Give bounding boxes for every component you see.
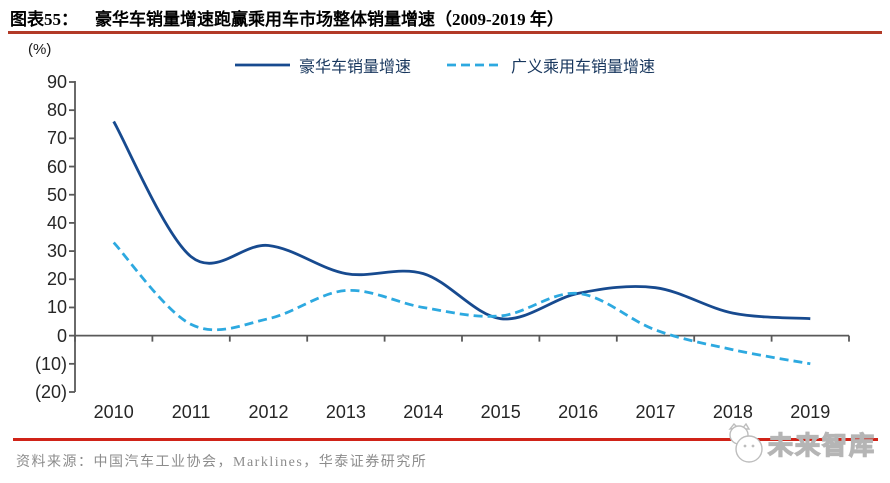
y-tick-label: 50 bbox=[46, 184, 67, 205]
legend-swatch-dashed-line bbox=[447, 63, 502, 67]
brand-logo: 未来智库 bbox=[722, 423, 876, 465]
x-tick-label: 2018 bbox=[712, 402, 753, 422]
x-tick-label: 2013 bbox=[325, 402, 366, 422]
x-tick-label: 2010 bbox=[93, 402, 134, 422]
y-tick-label: 80 bbox=[46, 100, 67, 121]
y-tick-label: 20 bbox=[46, 269, 67, 290]
y-tick-label: 40 bbox=[46, 212, 67, 233]
x-tick-label: 2015 bbox=[480, 402, 521, 422]
y-tick-label: 90 bbox=[46, 72, 67, 92]
x-tick-label: 2019 bbox=[790, 402, 831, 422]
mascot-cat-icon bbox=[728, 423, 763, 463]
figure-title: 豪华车销量增速跑赢乘用车市场整体销量增速（2009-2019 年） bbox=[95, 10, 564, 29]
series-line-passenger bbox=[112, 241, 811, 366]
x-tick-label: 2016 bbox=[558, 402, 599, 422]
y-tick-label: 60 bbox=[46, 156, 67, 177]
y-axis-unit-label: (%) bbox=[28, 41, 52, 58]
legend-item-passenger: 广义乘用车销量增速 bbox=[447, 53, 655, 77]
x-tick-label: 2012 bbox=[248, 402, 289, 422]
y-tick-label: 0 bbox=[56, 325, 67, 346]
series-line-luxury bbox=[112, 120, 811, 321]
y-tick-label: (20) bbox=[34, 382, 67, 402]
title-divider bbox=[8, 31, 882, 34]
x-tick-label: 2017 bbox=[635, 402, 676, 422]
x-tick-label: 2011 bbox=[171, 402, 211, 422]
chart-legend: 豪华车销量增速 广义乘用车销量增速 bbox=[0, 53, 890, 77]
footer-divider bbox=[13, 438, 878, 441]
legend-swatch-solid-line bbox=[234, 63, 290, 67]
legend-label: 豪华车销量增速 bbox=[298, 59, 411, 76]
y-tick-label: (10) bbox=[34, 353, 67, 374]
legend-item-luxury: 豪华车销量增速 bbox=[234, 53, 411, 77]
y-tick-label: 70 bbox=[46, 128, 67, 149]
brand-logo-text: 未来智库 bbox=[767, 431, 876, 460]
y-tick-label: 30 bbox=[46, 241, 67, 262]
x-tick-label: 2014 bbox=[403, 402, 444, 422]
legend-label: 广义乘用车销量增速 bbox=[511, 59, 656, 76]
figure-header: 图表55： 豪华车销量增速跑赢乘用车市场整体销量增速（2009-2019 年） bbox=[10, 5, 564, 30]
figure-number-label: 图表55： bbox=[10, 10, 78, 29]
y-tick-label: 10 bbox=[46, 297, 67, 318]
source-note: 资料来源：中国汽车工业协会，Marklines，华泰证券研究所 bbox=[16, 455, 428, 470]
